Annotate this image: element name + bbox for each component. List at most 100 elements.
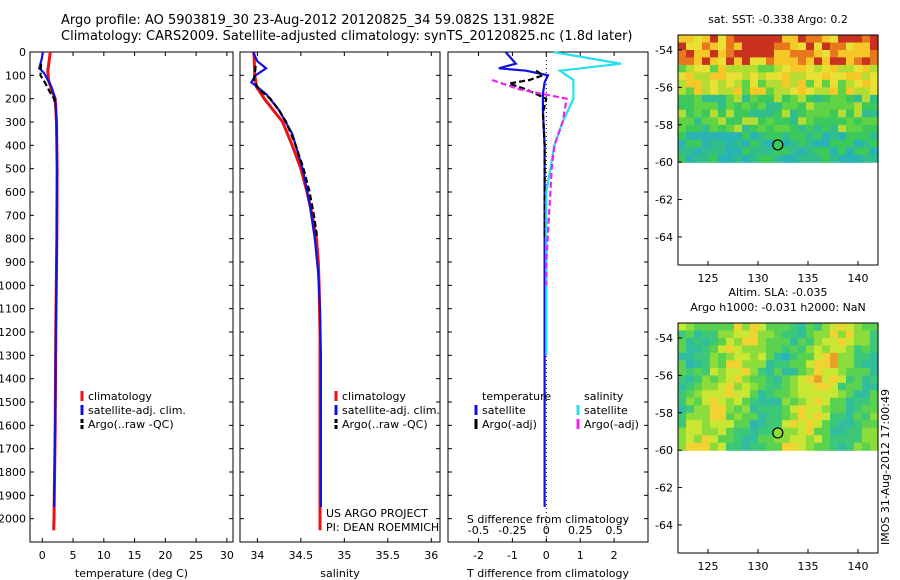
sla-map-cell — [758, 352, 767, 361]
sst-map-cell — [718, 154, 727, 163]
sst-map-cell — [798, 117, 807, 126]
sst-map-cell — [846, 102, 855, 111]
sst-map-cell — [694, 42, 703, 51]
sst-map-cell — [678, 64, 687, 73]
sst-map-cell — [822, 109, 831, 118]
sst-map-cell — [782, 124, 791, 133]
sst-map-cell — [782, 50, 791, 59]
sla-map-cell — [846, 382, 855, 391]
sla-map-cell — [870, 390, 879, 399]
sla-map-cell — [822, 330, 831, 339]
sla-map-cell — [870, 330, 879, 339]
temperature-profile-ytick-label: 800 — [5, 233, 26, 246]
sla-map-cell — [686, 412, 695, 421]
sla-map-cell — [750, 412, 759, 421]
sst-map-cell — [862, 109, 871, 118]
sla-map-cell — [686, 382, 695, 391]
sla-map-cell — [742, 442, 751, 451]
sla-map-cell — [694, 338, 703, 347]
sst-map-cell — [782, 147, 791, 156]
sst-map-cell — [854, 154, 863, 163]
sla-map-cell — [694, 435, 703, 444]
sst-map-cell — [750, 94, 759, 103]
sla-map-cell — [830, 367, 839, 376]
temperature-profile-series-satellite-adj-clim- — [37, 51, 59, 508]
sst-map-cell — [758, 117, 767, 126]
sla-map-cell — [726, 345, 735, 354]
sst-map-cell — [742, 94, 751, 103]
sla-map-cell — [814, 427, 823, 436]
sla-map-cell — [830, 435, 839, 444]
sla-map-cell — [870, 382, 879, 391]
sst-map-cell — [782, 79, 791, 88]
sla-map-cell — [702, 352, 711, 361]
salinity-profile-legend-label: Argo(..raw -QC) — [342, 418, 428, 431]
sst-map-cell — [726, 139, 735, 148]
sla-map-cell — [678, 412, 687, 421]
sst-map-cell — [854, 50, 863, 59]
sst-map-cell — [726, 117, 735, 126]
sst-map-cell — [702, 109, 711, 118]
sla-map-cell — [814, 367, 823, 376]
sst-map-cell — [838, 154, 847, 163]
sst-map-cell — [846, 35, 855, 44]
sst-map-cell — [678, 124, 687, 133]
sla-map-cell — [854, 442, 863, 451]
sla-map-cell — [758, 435, 767, 444]
sla-map-title-line-2: Argo h1000: -0.031 h2000: NaN — [690, 301, 866, 314]
sla-map-cell — [806, 412, 815, 421]
sla-map-cell — [774, 367, 783, 376]
temperature-profile-frame — [29, 51, 234, 543]
sla-map-cell — [870, 427, 879, 436]
sst-map-cell — [750, 147, 759, 156]
sst-map-cell — [854, 64, 863, 73]
sst-map-cell — [806, 102, 815, 111]
sst-map-cell — [694, 102, 703, 111]
sla-map-cell — [774, 345, 783, 354]
sst-map-cell — [854, 132, 863, 141]
sst-map-cell — [782, 109, 791, 118]
sla-map-cell — [814, 382, 823, 391]
sst-map-ytick-label: -60 — [655, 156, 673, 169]
sla-map-cell — [782, 352, 791, 361]
sst-map-cell — [734, 109, 743, 118]
sst-map-cell — [774, 35, 783, 44]
sst-map-cell — [846, 72, 855, 81]
sst-map-cell — [710, 79, 719, 88]
sst-map-cell — [798, 79, 807, 88]
sst-map-cell — [766, 35, 775, 44]
salinity-profile-xlabel: salinity — [320, 567, 360, 580]
sst-map-cell — [870, 57, 879, 66]
sst-map-cell — [862, 42, 871, 51]
sst-map-cell — [862, 154, 871, 163]
sla-map-cell — [806, 405, 815, 414]
sla-map-cell — [774, 412, 783, 421]
difference-top-tick-label: 0.25 — [568, 524, 593, 537]
sla-map-cell — [678, 397, 687, 406]
sla-map-cell — [798, 420, 807, 429]
sst-map-cell — [678, 50, 687, 59]
sst-map-cell — [798, 35, 807, 44]
sst-map-cell — [790, 72, 799, 81]
sla-map-cell — [830, 375, 839, 384]
sst-map-cell — [710, 102, 719, 111]
sla-map-xtick-label: 140 — [848, 560, 869, 573]
sst-map-cell — [702, 124, 711, 133]
sst-map-cell — [766, 109, 775, 118]
sla-map-cell — [822, 435, 831, 444]
sla-map-cell — [750, 442, 759, 451]
sla-map-cell — [742, 427, 751, 436]
sla-map-cell — [822, 420, 831, 429]
sst-map-cell — [814, 102, 823, 111]
sla-map-cell — [702, 330, 711, 339]
sla-map-cell — [814, 397, 823, 406]
sla-map-cell — [846, 435, 855, 444]
sla-map-cell — [854, 338, 863, 347]
sst-map-cell — [766, 147, 775, 156]
sla-map-cell — [742, 397, 751, 406]
sla-map-cell — [782, 397, 791, 406]
sst-map-ytick-label: -64 — [655, 231, 673, 244]
sla-map-cell — [742, 352, 751, 361]
difference-profile-xtick-label: 1 — [577, 549, 584, 562]
temperature-profile-ytick-label: 1500 — [0, 396, 26, 409]
